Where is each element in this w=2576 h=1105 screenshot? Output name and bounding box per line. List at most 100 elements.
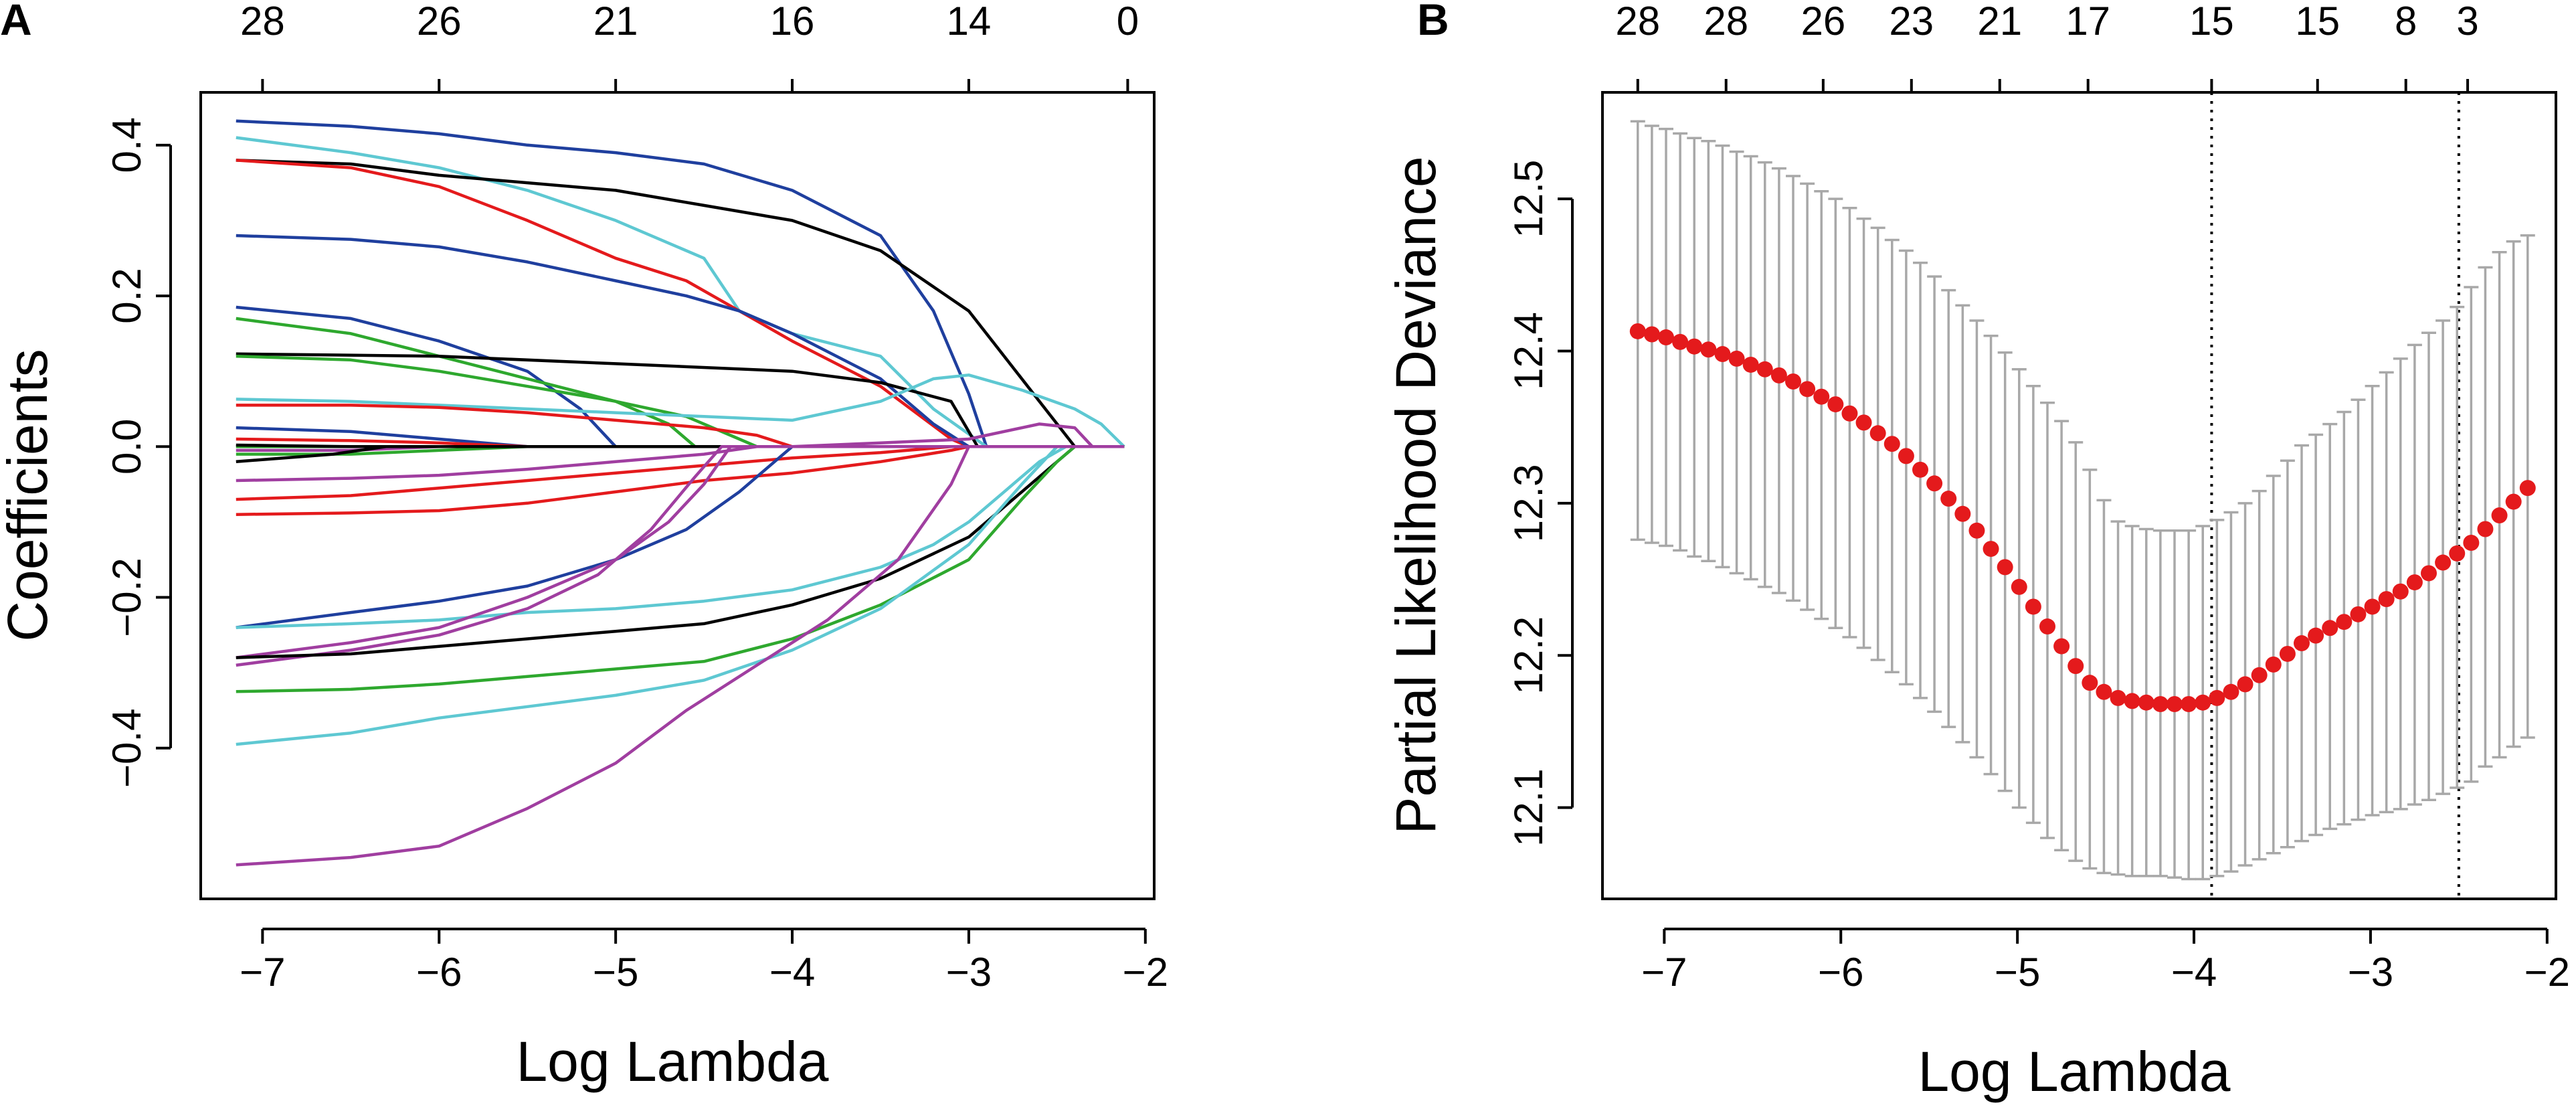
panel-a-series-line-20	[236, 445, 1125, 516]
panel-b-point	[1714, 346, 1731, 363]
panel-b-point	[2223, 683, 2239, 700]
panel-a-y-tick-label: −0.4	[104, 709, 149, 788]
panel-a-x-tick-label: −3	[946, 950, 992, 995]
panel-b-point	[1756, 361, 1773, 377]
panel-b-point	[2322, 620, 2338, 636]
panel-b-x-axis-title: Log Lambda	[1918, 1040, 2230, 1103]
panel-a-y-tick-label: 0.0	[104, 419, 149, 475]
panel-b-x-tick-label: −2	[2524, 950, 2570, 995]
panel-b-point	[2096, 683, 2112, 700]
panel-b-points	[1629, 323, 2536, 712]
panel-a-x-axis-title: Log Lambda	[516, 1030, 828, 1093]
panel-b-point	[2138, 694, 2154, 711]
panel-b-point	[2237, 676, 2253, 693]
panel-b-x-tick-label: −5	[1995, 950, 2040, 995]
panel-b-point	[2336, 614, 2353, 630]
panel-b-point	[2491, 507, 2508, 524]
panel-b-point	[1841, 405, 1858, 422]
panel-a-series-lines	[236, 119, 1125, 867]
panel-b-point	[1898, 448, 1914, 464]
panel-b-point	[2195, 694, 2211, 711]
panel-b-point	[2011, 578, 2027, 595]
panel-b-point	[2124, 693, 2140, 709]
panel-b-top-axis: 28 28 26 23 21 17 15 15 8 3	[1615, 0, 2479, 92]
panel-a-series-line-26	[236, 445, 1125, 693]
panel-b-y-tick-label: 12.3	[1506, 464, 1551, 542]
panel-b-point	[2378, 591, 2395, 608]
panel-b-error-bar	[2464, 286, 2479, 783]
panel-a-top-axis: 28 26 21 16 14 0	[240, 0, 1139, 92]
panel-b-error-bar	[1955, 304, 1970, 744]
panel-b-error-bar	[2068, 441, 2084, 862]
panel-b-y-tick-label: 12.4	[1506, 312, 1551, 390]
panel-b-point	[1827, 396, 1844, 413]
panel-b-point	[2477, 521, 2494, 537]
panel-a-top-tick-label: 28	[240, 0, 285, 44]
panel-a-top-tick-label: 0	[1117, 0, 1139, 44]
panel-b-x-tick-label: −7	[1641, 950, 1687, 995]
panel-b-error-bar	[1969, 319, 1985, 759]
panel-b-point	[1855, 414, 1872, 431]
panel-b-point	[1799, 381, 1816, 398]
panel-b-lambda-reference-lines	[2210, 92, 2460, 899]
panel-b-point	[1672, 333, 1689, 350]
panel-b-error-bar	[1828, 197, 1843, 630]
panel-b-error-bar	[1842, 207, 1857, 639]
panel-a-series-line-24	[236, 445, 1125, 667]
panel-b-point	[2505, 493, 2522, 510]
panel-b-point	[2167, 695, 2183, 712]
panel-b-y-axis-title: Partial Likelihood Deviance	[1384, 156, 1447, 834]
panel-a-plot-box	[199, 91, 1156, 900]
panel-a-series-line-1	[236, 119, 1125, 448]
panel-b-error-bar	[1856, 217, 1871, 649]
panel-a-y-tick-label: 0.2	[104, 268, 149, 323]
panel-b-label: B	[1417, 0, 1449, 44]
panel-b-top-tick-label: 8	[2395, 0, 2417, 44]
panel-b-top-tick-label: 23	[1889, 0, 1934, 44]
panel-b-point	[2251, 667, 2268, 683]
panel-a-series-line-7	[236, 317, 1125, 448]
panel-b-point	[1926, 475, 1943, 492]
panel-b-top-tick-label: 15	[2295, 0, 2340, 44]
panel-b-point	[2025, 598, 2041, 615]
panel-b-point	[1785, 373, 1801, 390]
panel-b-x-tick-label: −3	[2348, 950, 2393, 995]
panel-a-x-tick-label: −7	[240, 950, 285, 995]
panel-b-y-tick-label: 12.5	[1506, 160, 1551, 238]
panel-b-point	[2294, 635, 2310, 652]
panel-b-error-bar	[1927, 275, 1942, 713]
panel-b-point	[2449, 545, 2466, 562]
panel-b-point	[2110, 689, 2126, 706]
panel-a-series-line-3	[236, 159, 1125, 448]
panel-a-series-line-2	[236, 136, 1125, 448]
panel-b-error-bar	[2492, 250, 2507, 759]
panel-b-point	[2463, 534, 2480, 551]
panel-a-x-axis: −7 −6 −5 −4 −3 −2	[240, 928, 1168, 995]
panel-b-point	[2181, 695, 2197, 712]
panel-b-top-tick-label: 21	[1977, 0, 2022, 44]
panel-a-top-tick-label: 21	[593, 0, 638, 44]
panel-b-y-axis: 12.1 12.2 12.3 12.4 12.5	[1506, 160, 1574, 847]
panel-b-point	[1686, 338, 1703, 355]
panel-b-point	[1742, 356, 1759, 373]
panel-b-point	[2421, 565, 2437, 582]
panel-a-top-tick-label: 16	[770, 0, 815, 44]
panel-a-series-line-5	[236, 234, 1125, 448]
panel-b-point	[1983, 541, 1999, 558]
panel-b-point	[1997, 559, 2013, 576]
panel-a-y-axis-title: Coefficients	[0, 349, 59, 641]
panel-b-error-bar	[2478, 266, 2493, 768]
panel-b-point	[2350, 606, 2367, 622]
panel-b-error-bar	[2082, 469, 2098, 870]
panel-a-top-tick-label: 26	[417, 0, 462, 44]
panel-b-point	[2364, 598, 2381, 615]
panel-a-series-line-21	[236, 445, 1125, 629]
panel-a-y-axis: −0.4 −0.2 0.0 0.2 0.4	[104, 117, 172, 788]
panel-b-x-tick-label: −4	[2171, 950, 2217, 995]
panel-b-error-bar	[1941, 288, 1956, 728]
panel-b-error-bar	[2054, 420, 2069, 851]
panel-b-point	[2265, 656, 2282, 673]
panel-a-x-tick-label: −5	[593, 950, 638, 995]
panel-b-point	[2209, 689, 2225, 706]
